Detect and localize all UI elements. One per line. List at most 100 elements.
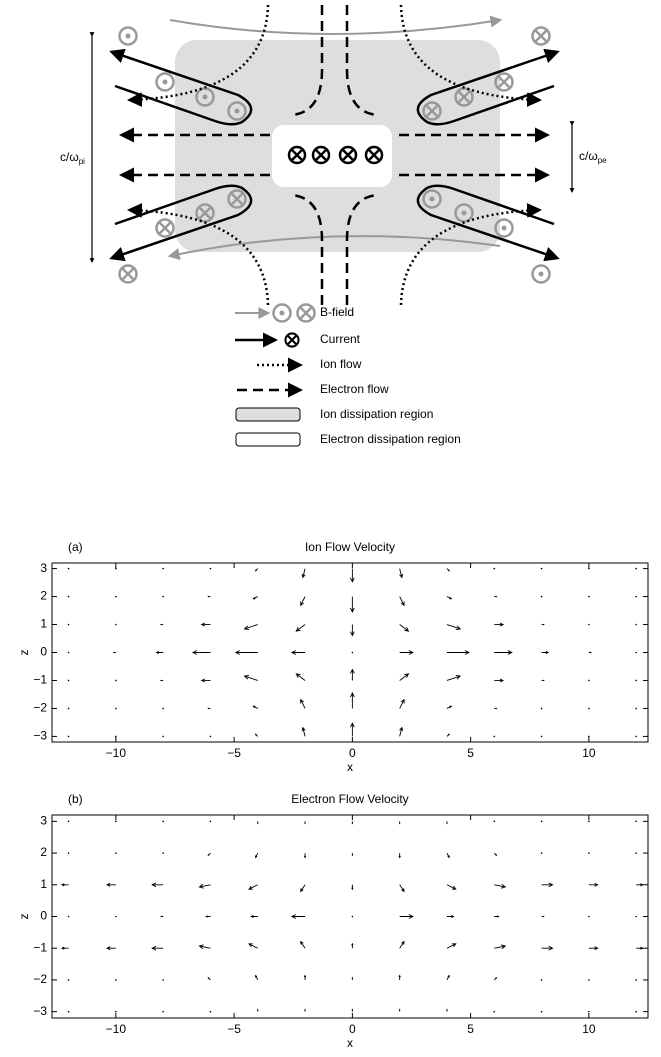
legend-icon [236,433,300,446]
vector [350,693,354,708]
vector [68,596,70,598]
vector [494,651,512,655]
vector [588,708,590,710]
y-axis-label: z [17,914,31,920]
vector [115,916,117,918]
legend-icon [274,305,291,322]
vector [541,708,543,710]
y-tick-label: 3 [40,561,47,575]
vector [400,885,404,892]
vector [210,736,212,738]
vector [68,821,70,823]
electron-scale-label: c/ωpe [579,149,607,165]
vector [152,883,163,887]
legend-icon [236,408,300,421]
x-tick-label: 10 [582,1022,596,1036]
vector [541,852,543,854]
vector [494,945,505,949]
vector [210,568,212,570]
current-symbol [313,147,329,163]
vector [635,680,637,682]
vector [447,915,454,917]
vector [352,978,353,980]
vector [68,652,70,654]
vector [161,680,163,681]
x-tick-label: −10 [106,746,127,760]
vector [447,885,456,889]
y-tick-label: −2 [33,972,47,986]
vector [296,674,305,681]
y-tick-label: −3 [33,729,47,743]
vector [115,708,117,710]
vector [400,942,404,949]
vector [494,853,496,855]
vector [114,652,116,653]
vector [635,708,637,710]
vector [302,569,305,578]
vector [352,944,354,948]
vector [588,1011,590,1013]
vector [635,652,637,654]
y-tick-label: 1 [40,617,47,631]
vector [292,915,305,919]
x-axis-label: x [347,1036,353,1050]
x-tick-label: 5 [467,746,474,760]
vector [447,734,449,736]
vector [115,680,117,682]
axes-box [52,815,648,1018]
vector [493,821,495,823]
vector [202,679,211,682]
vector [493,1011,495,1013]
y-tick-label: 3 [40,814,47,828]
vector [301,942,305,949]
vector [305,821,306,823]
vector [352,652,354,654]
vector [253,597,257,599]
vector [68,568,70,570]
y-tick-label: −1 [33,673,47,687]
vector [115,624,117,626]
vector [352,853,353,855]
y-tick-label: −2 [33,701,47,715]
y-tick-label: 2 [40,845,47,859]
vector [301,700,305,709]
vector [494,596,496,597]
figure: c/ωpi c/ωpe B-field Current Ion flow Ele… [0,0,661,1057]
vector [588,852,590,854]
vector [292,651,305,655]
vector [208,978,210,980]
vector [447,821,448,823]
vector [494,679,503,682]
current-symbol [289,147,305,163]
vector [493,568,495,570]
vector [256,569,258,571]
vector [400,569,403,578]
vector [400,625,409,632]
vector [400,700,404,709]
vector [245,625,258,630]
vector [68,680,70,682]
vector [400,651,413,655]
vector [399,976,401,980]
vector [210,821,212,823]
vector [161,916,163,917]
vector [494,916,498,918]
vector [350,723,354,736]
reconnection-diagram: c/ωpi c/ωpe [60,5,607,305]
vector [589,883,598,886]
vector [447,944,456,948]
y-tick-label: −1 [33,940,47,954]
vector [245,675,258,680]
vector [541,821,543,823]
legend-label: Ion dissipation region [320,407,433,421]
plot-title: Electron Flow Velocity [291,792,408,806]
x-tick-label: 0 [349,746,356,760]
axes-box [52,563,648,742]
vector [447,853,449,857]
vector [193,651,211,655]
vector [161,624,163,625]
ion-scale-label: c/ωpi [60,150,85,166]
legend-label: Electron dissipation region [320,432,461,446]
vector [115,852,117,854]
